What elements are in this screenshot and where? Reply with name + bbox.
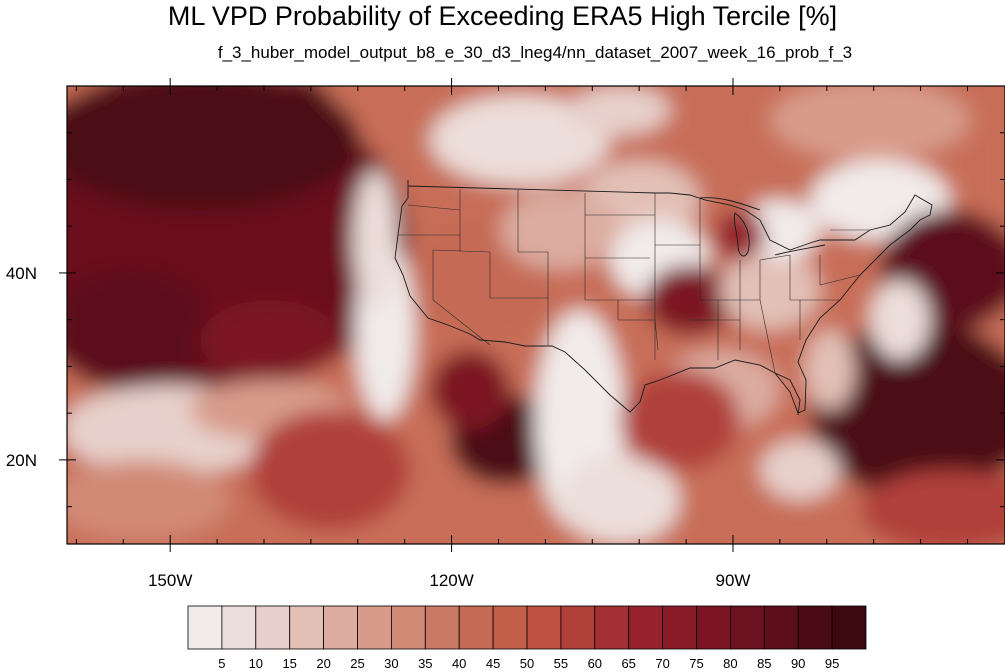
x-tick-label: 120W bbox=[429, 571, 473, 590]
colorbar-label: 50 bbox=[520, 656, 534, 671]
colorbar-box bbox=[492, 605, 528, 650]
colorbar-label: 60 bbox=[588, 656, 602, 671]
colorbar-box bbox=[560, 605, 596, 650]
colorbar-box bbox=[662, 605, 697, 650]
colorbar-box bbox=[526, 605, 562, 650]
colorbar-label: 75 bbox=[689, 656, 703, 671]
colorbar-label: 65 bbox=[621, 656, 635, 671]
colorbar-box bbox=[831, 605, 867, 650]
colorbar-box bbox=[221, 605, 257, 650]
colorbar-label: 85 bbox=[757, 656, 771, 671]
colorbar-label: 40 bbox=[452, 656, 466, 671]
colorbar-label: 20 bbox=[316, 656, 330, 671]
colorbar-box bbox=[763, 605, 799, 650]
colorbar-box bbox=[730, 605, 765, 650]
colorbar-box bbox=[696, 605, 731, 650]
country-boundaries bbox=[394, 180, 933, 416]
x-tick-label: 90W bbox=[715, 571, 750, 590]
colorbar-box bbox=[289, 605, 325, 650]
y-tick-label: 20N bbox=[6, 451, 37, 470]
colorbar-label: 15 bbox=[282, 656, 296, 671]
colorbar-label: 5 bbox=[218, 656, 225, 671]
colorbar-box bbox=[390, 605, 426, 650]
colorbar-box bbox=[797, 605, 833, 650]
colorbar-box bbox=[628, 605, 664, 650]
colorbar-label: 25 bbox=[350, 656, 364, 671]
colorbar-label: 45 bbox=[486, 656, 500, 671]
colorbar-label: 90 bbox=[791, 656, 805, 671]
colorbar-box bbox=[187, 605, 223, 650]
colorbar-box bbox=[255, 605, 291, 650]
colorbar-box bbox=[594, 605, 630, 650]
colorbar-box bbox=[424, 605, 460, 650]
colorbar-label: 55 bbox=[554, 656, 568, 671]
colorbar-box bbox=[323, 605, 358, 650]
colorbar-labels: 5 10 15 20 25 30 35 40 45 50 55 60 65 70 75 80 85 90 95 bbox=[218, 656, 839, 671]
colorbar-label: 35 bbox=[418, 656, 432, 671]
colorbar-box bbox=[357, 605, 392, 650]
colorbar bbox=[187, 605, 867, 650]
state-boundaries bbox=[398, 189, 870, 374]
colorbar-label: 95 bbox=[825, 656, 839, 671]
colorbar-label: 80 bbox=[723, 656, 737, 671]
y-tick-label: 40N bbox=[6, 264, 37, 283]
x-tick-label: 150W bbox=[148, 571, 192, 590]
colorbar-label: 10 bbox=[249, 656, 263, 671]
plot-border bbox=[66, 85, 1005, 545]
map-title: ML VPD Probability of Exceeding ERA5 Hig… bbox=[167, 1, 838, 31]
colorbar-box bbox=[458, 605, 494, 650]
probability-field bbox=[67, 86, 1005, 544]
colorbar-label: 30 bbox=[384, 656, 398, 671]
map-subtitle: f_3_huber_model_output_b8_e_30_d3_lneg4/… bbox=[217, 43, 853, 62]
axis-tick-labels: 150W 120W 90W 40N 20N bbox=[6, 264, 751, 590]
axis-ticks bbox=[59, 78, 1004, 552]
colorbar-label: 70 bbox=[655, 656, 669, 671]
